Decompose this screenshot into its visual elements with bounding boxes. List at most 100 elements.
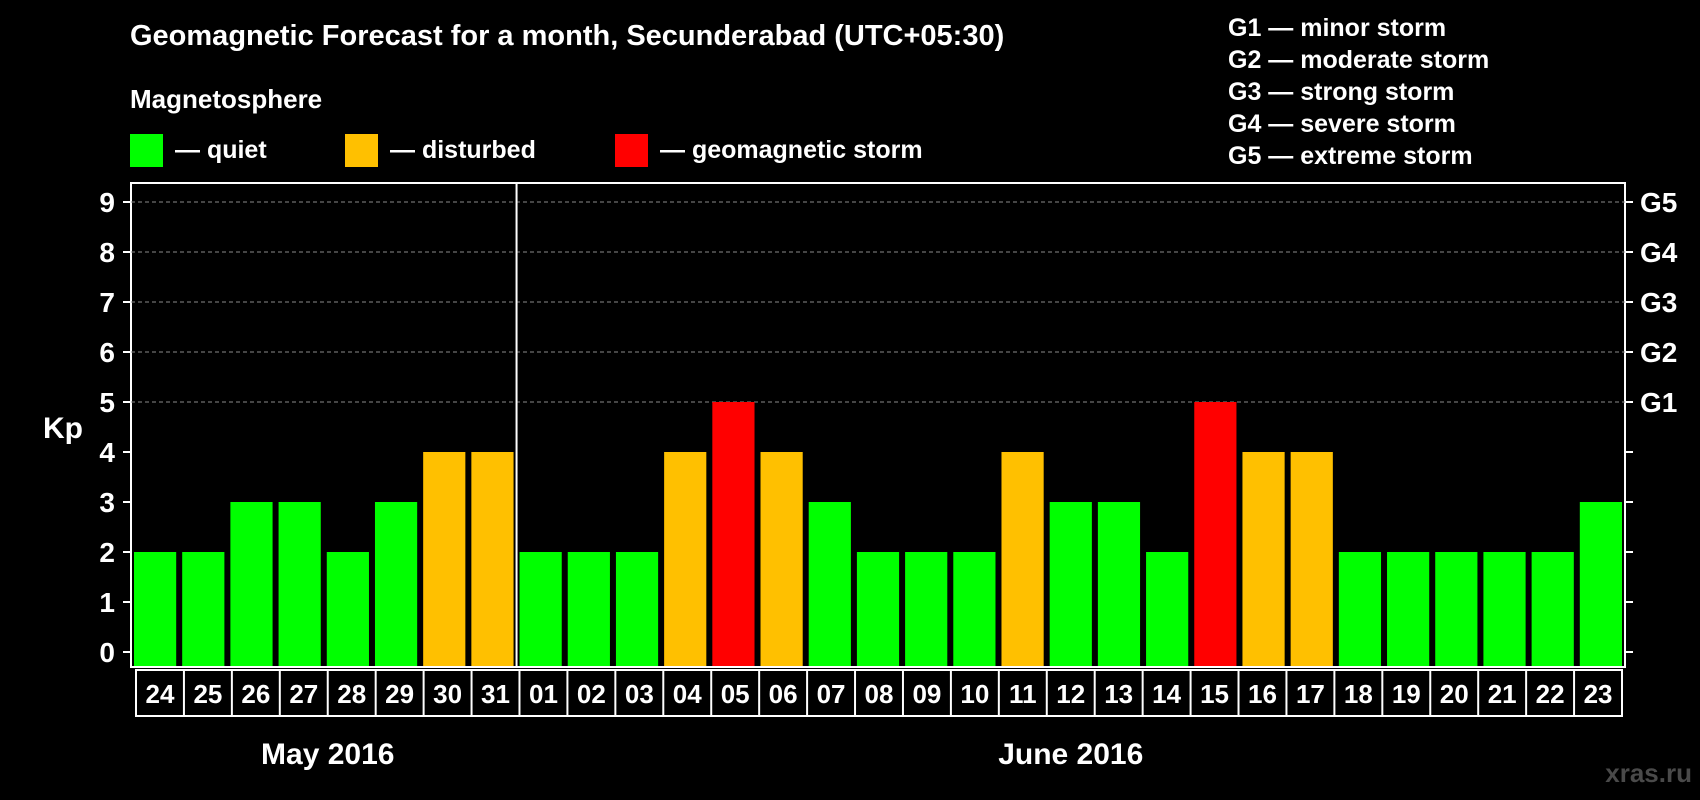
date-label: 26	[241, 679, 270, 709]
y-tick-label: 4	[99, 437, 115, 468]
legend-label-storm: — geomagnetic storm	[660, 135, 923, 164]
bar	[1146, 552, 1189, 666]
g-scale-item: G4 — severe storm	[1228, 110, 1456, 138]
date-label: 20	[1440, 679, 1469, 709]
plot-frame	[130, 182, 1626, 668]
bar	[808, 502, 851, 666]
legend-swatch-quiet	[130, 133, 163, 167]
section-label: Magnetosphere	[130, 84, 323, 114]
bar	[1194, 402, 1237, 666]
date-label: 19	[1392, 679, 1421, 709]
legend-item-storm: — geomagnetic storm	[615, 133, 923, 167]
legend-swatch-disturbed	[345, 133, 378, 167]
date-label: 06	[769, 679, 798, 709]
g-scale-item: G1 — minor storm	[1228, 14, 1447, 42]
bar	[326, 552, 369, 666]
y-tick-label: 7	[99, 287, 115, 318]
month-label: May 2016	[261, 738, 394, 771]
date-label: 13	[1104, 679, 1133, 709]
date-label: 14	[1152, 679, 1181, 709]
g-tick-label: G5	[1640, 187, 1677, 218]
bar	[230, 502, 273, 666]
g-tick-label: G1	[1640, 387, 1677, 418]
bar	[567, 552, 610, 666]
date-label: 24	[146, 679, 175, 709]
g-scale-legend: G1 — minor storm G2 — moderate storm G3 …	[1228, 12, 1489, 172]
y-tick-label: 9	[99, 187, 115, 218]
chart-title: Geomagnetic Forecast for a month, Secund…	[130, 20, 1005, 52]
date-label: 27	[289, 679, 318, 709]
bar	[1242, 452, 1285, 666]
bar	[1483, 552, 1526, 666]
date-label: 31	[481, 679, 510, 709]
bar	[134, 552, 177, 666]
watermark: xras.ru	[1605, 758, 1692, 788]
bar	[856, 552, 900, 666]
bar	[1290, 452, 1333, 666]
date-label: 08	[865, 679, 894, 709]
month-label: June 2016	[998, 738, 1143, 771]
y-tick-label: 1	[99, 587, 115, 618]
g-scale-item: G5 — extreme storm	[1228, 142, 1473, 170]
bar	[1049, 502, 1092, 666]
bar	[1001, 452, 1044, 666]
bar	[278, 502, 321, 666]
date-label: 03	[625, 679, 654, 709]
y-tick-label: 8	[99, 237, 115, 268]
bar	[374, 502, 418, 666]
y-tick-label: 6	[99, 337, 115, 368]
legend-swatch-storm	[615, 133, 648, 167]
bar	[760, 452, 803, 666]
g-scale-item: G2 — moderate storm	[1228, 46, 1490, 74]
g-tick-label: G4	[1640, 237, 1678, 268]
y-tick-label: 5	[99, 387, 115, 418]
bar	[953, 552, 996, 666]
bar	[615, 552, 659, 666]
date-label: 02	[577, 679, 606, 709]
date-label: 28	[337, 679, 366, 709]
date-label: 23	[1584, 679, 1613, 709]
date-label: 18	[1344, 679, 1373, 709]
y-tick-label: 2	[99, 537, 115, 568]
date-label: 07	[817, 679, 846, 709]
legend-item-disturbed: — disturbed	[345, 133, 536, 167]
date-label: 16	[1248, 679, 1277, 709]
g-scale-item: G3 — strong storm	[1228, 78, 1455, 106]
y-axis-label: Kp	[43, 412, 83, 445]
bar	[182, 552, 225, 666]
date-label: 04	[673, 679, 702, 709]
bar	[423, 452, 466, 666]
date-label: 05	[721, 679, 750, 709]
legend-label-disturbed: — disturbed	[390, 135, 536, 164]
bar	[712, 402, 755, 666]
bar	[519, 552, 562, 666]
date-label: 09	[912, 679, 941, 709]
date-label: 29	[385, 679, 414, 709]
date-label: 12	[1056, 679, 1085, 709]
date-row-frame	[135, 669, 1623, 717]
y-tick-label: 0	[99, 637, 115, 668]
date-label: 15	[1200, 679, 1229, 709]
bar	[1435, 552, 1478, 666]
bar	[1338, 552, 1382, 666]
y-tick-label: 3	[99, 487, 115, 518]
date-label: 30	[433, 679, 462, 709]
date-label: 21	[1488, 679, 1517, 709]
bar	[664, 452, 707, 666]
bar	[1097, 502, 1141, 666]
bar	[1387, 552, 1430, 666]
g-tick-label: G3	[1640, 287, 1677, 318]
date-label: 10	[960, 679, 989, 709]
date-label: 17	[1296, 679, 1325, 709]
bar	[905, 552, 948, 666]
legend-item-quiet: — quiet	[130, 133, 267, 167]
bar	[1579, 502, 1622, 666]
date-label: 11	[1009, 679, 1037, 709]
g-tick-label: G2	[1640, 337, 1677, 368]
date-label: 25	[193, 679, 222, 709]
bar	[471, 452, 514, 666]
date-label: 22	[1536, 679, 1565, 709]
legend-label-quiet: — quiet	[175, 135, 267, 164]
bar	[1531, 552, 1574, 666]
